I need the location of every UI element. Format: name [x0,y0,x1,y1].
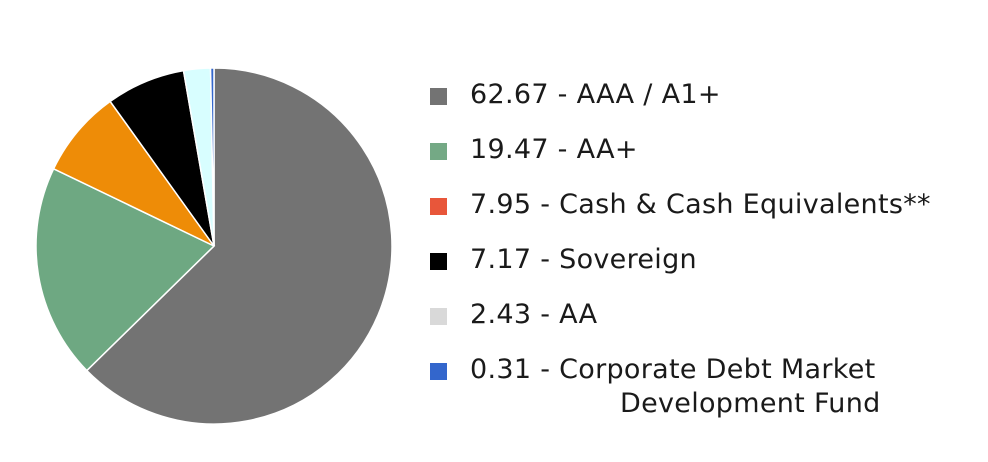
legend-label-sovereign: 7.17 - Sovereign [470,244,697,275]
legend-item-cdmdf: 0.31 - Corporate Debt Market Development… [430,349,975,419]
legend-swatch-aaplus [430,143,447,160]
legend-label-aaplus: 19.47 - AA+ [470,134,638,165]
legend-swatch-sovereign [430,253,447,270]
legend-item-aaa-a1plus: 62.67 - AAA / A1+ [430,74,975,129]
legend-item-aaplus: 19.47 - AA+ [430,129,975,184]
legend-swatch-cdmdf [430,363,447,380]
legend-item-sovereign: 7.17 - Sovereign [430,239,975,294]
legend-label-cdmdf: 0.31 - Corporate Debt Market Development… [470,353,881,421]
legend-label-aa: 2.43 - AA [470,299,598,330]
legend-label-cash: 7.95 - Cash & Cash Equivalents** [470,189,931,220]
legend-item-cash: 7.95 - Cash & Cash Equivalents** [430,184,975,239]
pie-slice-aaplus [35,167,216,372]
legend-swatch-cash [430,198,447,215]
pie-slice-aaa-a1plus [85,67,393,425]
pie-slice-cdmdf [209,67,215,247]
legend-swatch-aaa-a1plus [430,88,447,105]
legend: 62.67 - AAA / A1+ 19.47 - AA+ 7.95 - Cas… [430,74,975,419]
legend-item-aa: 2.43 - AA [430,294,975,349]
legend-label-cdmdf-line1: 0.31 - Corporate Debt Market [470,354,876,385]
legend-swatch-aa [430,308,447,325]
legend-label-aaa-a1plus: 62.67 - AAA / A1+ [470,79,721,110]
legend-label-cdmdf-line2: Development Fund [620,388,881,419]
